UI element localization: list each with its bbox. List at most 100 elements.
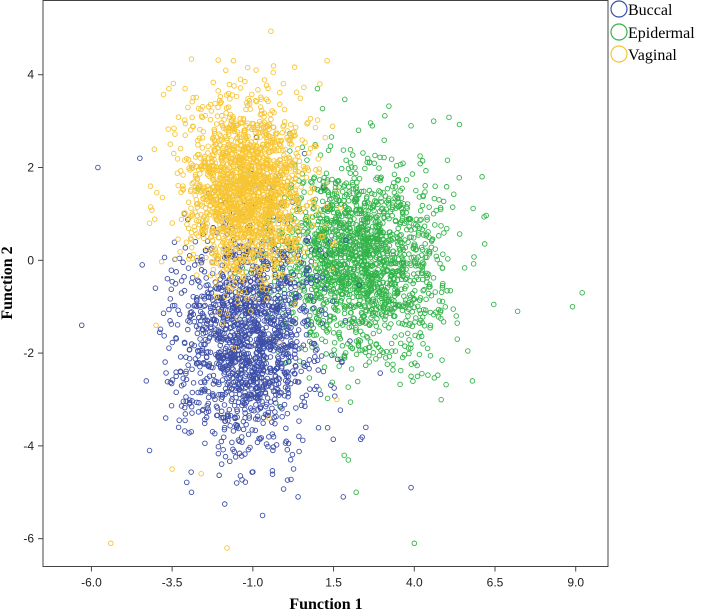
point-epidermal [432, 183, 438, 190]
point-buccal [202, 440, 208, 447]
point-epidermal [335, 243, 342, 250]
point-epidermal [340, 237, 346, 244]
point-buccal [240, 331, 246, 337]
point-epidermal [308, 178, 314, 185]
point-buccal [235, 399, 242, 406]
point-epidermal [434, 256, 441, 263]
point-buccal [208, 331, 214, 337]
point-epidermal [390, 367, 396, 373]
point-buccal [303, 237, 310, 244]
point-buccal [292, 378, 299, 385]
point-epidermal [300, 260, 307, 266]
point-epidermal [386, 353, 393, 360]
point-epidermal [416, 194, 423, 200]
point-epidermal [456, 121, 463, 128]
point-epidermal [299, 180, 306, 187]
point-epidermal [395, 225, 401, 232]
point-epidermal [332, 250, 339, 256]
point-epidermal [419, 226, 426, 233]
point-epidermal [430, 118, 437, 124]
point-epidermal [314, 221, 321, 228]
point-epidermal [461, 265, 468, 271]
point-buccal [198, 379, 204, 386]
point-epidermal [363, 216, 370, 223]
point-epidermal [361, 199, 368, 206]
point-buccal [313, 383, 320, 390]
point-epidermal [417, 310, 424, 317]
point-epidermal [415, 232, 422, 238]
point-epidermal [377, 175, 383, 182]
point-buccal [259, 398, 265, 405]
point-epidermal [420, 232, 427, 238]
point-epidermal [374, 316, 380, 322]
point-buccal [212, 279, 219, 285]
point-buccal [274, 385, 280, 392]
point-epidermal [393, 205, 399, 211]
point-epidermal [401, 293, 407, 299]
point-epidermal [405, 330, 411, 337]
point-epidermal [418, 216, 424, 223]
point-epidermal [341, 283, 347, 289]
point-buccal [282, 297, 289, 303]
point-buccal [173, 369, 179, 375]
point-epidermal [342, 254, 349, 261]
point-buccal [250, 469, 256, 475]
point-buccal [215, 379, 222, 385]
point-buccal [264, 395, 271, 401]
point-buccal [330, 436, 337, 443]
point-epidermal [369, 123, 376, 129]
point-epidermal [397, 232, 403, 239]
point-epidermal [316, 244, 323, 250]
point-epidermal [379, 313, 386, 319]
point-buccal [163, 370, 169, 376]
point-buccal [304, 317, 310, 324]
point-buccal [268, 399, 274, 405]
point-epidermal [313, 332, 320, 338]
point-buccal [270, 434, 277, 440]
point-epidermal [392, 348, 399, 354]
point-epidermal [425, 372, 431, 378]
point-epidermal [376, 328, 382, 334]
point-epidermal [391, 290, 398, 296]
point-buccal [189, 410, 195, 416]
point-buccal [167, 318, 173, 324]
point-epidermal [315, 218, 322, 225]
point-epidermal [415, 270, 421, 277]
point-buccal [337, 407, 344, 413]
point-buccal [211, 330, 217, 337]
point-epidermal [382, 113, 388, 119]
point-epidermal [331, 304, 337, 311]
point-epidermal [353, 327, 359, 333]
point-epidermal [375, 344, 382, 351]
point-epidermal [362, 211, 368, 217]
point-buccal [160, 310, 167, 317]
point-epidermal [404, 216, 410, 223]
point-buccal [228, 391, 235, 397]
point-epidermal [349, 345, 355, 351]
point-epidermal [395, 195, 401, 202]
point-epidermal [334, 298, 340, 304]
point-buccal [329, 352, 335, 358]
point-epidermal [323, 351, 329, 357]
point-epidermal [323, 229, 329, 236]
point-epidermal [326, 251, 332, 257]
point-epidermal [424, 214, 430, 221]
point-epidermal [390, 275, 396, 282]
point-epidermal [315, 251, 321, 258]
point-epidermal [366, 321, 372, 328]
point-epidermal [345, 198, 352, 204]
point-buccal [182, 404, 188, 411]
point-epidermal [382, 322, 388, 328]
point-epidermal [388, 280, 394, 286]
point-buccal [171, 302, 178, 309]
point-epidermal [336, 334, 343, 340]
point-epidermal [353, 189, 360, 196]
point-epidermal [415, 230, 422, 236]
point-epidermal [366, 353, 372, 359]
point-epidermal [353, 184, 360, 191]
point-buccal [328, 382, 334, 388]
point-epidermal [356, 175, 363, 182]
point-buccal [248, 343, 254, 350]
point-buccal [183, 354, 189, 360]
point-epidermal [366, 201, 373, 207]
